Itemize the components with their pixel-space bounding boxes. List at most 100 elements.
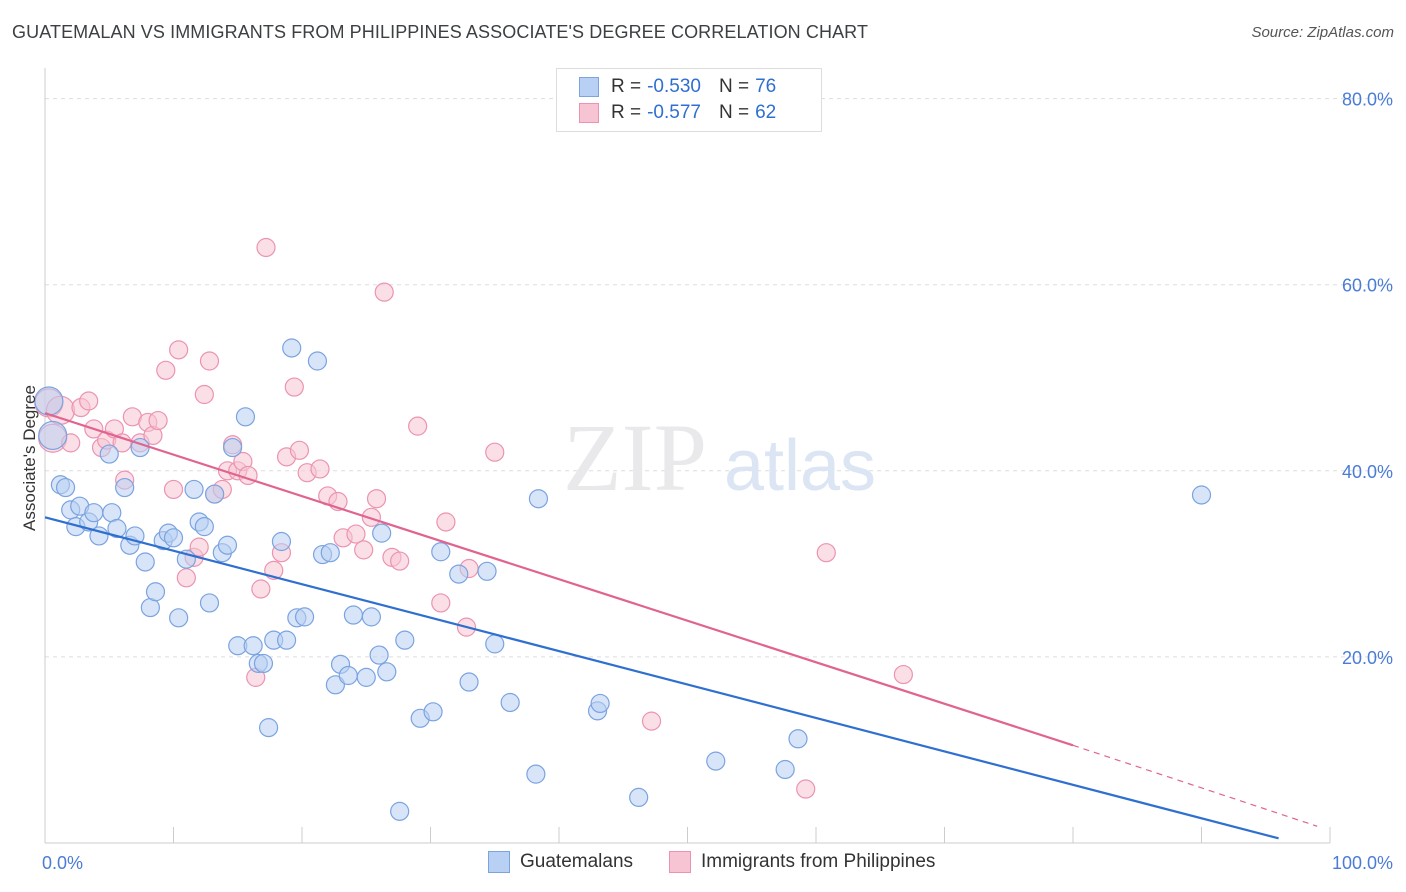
data-point-guatemalans: [194, 517, 214, 537]
data-point-guatemalans: [282, 338, 302, 358]
data-point-guatemalans: [115, 477, 135, 498]
data-point-guatemalans: [459, 672, 479, 692]
data-point-guatemalans: [338, 665, 358, 686]
x-tick-label: 0.0%: [42, 853, 83, 873]
data-point-guatemalans: [184, 479, 204, 500]
data-point-guatemalans: [325, 675, 346, 695]
data-point-guatemalans: [361, 607, 381, 627]
y-tick-label: 60.0%: [1342, 276, 1393, 296]
legend-r-value: -0.530: [647, 76, 701, 97]
data-point-guatemalans: [526, 764, 546, 784]
data-point-guatemalans: [223, 437, 243, 458]
data-point-guatemalans: [788, 729, 808, 749]
legend-r-label: R =: [611, 76, 642, 97]
data-point-philippines: [176, 568, 196, 588]
series-guatemalans-points: [34, 338, 1212, 821]
legend-n-value: 76: [755, 76, 777, 97]
trend-line-guatemalans: [44, 516, 1279, 840]
data-point-guatemalans: [372, 523, 392, 543]
grid-lines: [45, 98, 1392, 658]
data-point-guatemalans: [243, 636, 263, 656]
y-tick-label: 80.0%: [1342, 90, 1393, 110]
data-point-guatemalans: [145, 582, 166, 602]
trend-extension-philippines: [1072, 744, 1318, 827]
data-point-guatemalans: [307, 351, 328, 371]
data-point-philippines: [374, 282, 394, 302]
data-point-philippines: [148, 410, 168, 431]
trend-line-philippines: [44, 412, 1074, 747]
data-point-guatemalans: [477, 561, 497, 581]
legend-n-label: N =: [718, 76, 750, 97]
data-point-guatemalans: [55, 477, 76, 498]
data-point-philippines: [366, 489, 387, 509]
watermark-atlas: atlas: [724, 426, 876, 506]
data-point-guatemalans: [449, 564, 469, 584]
data-point-philippines: [816, 543, 836, 563]
data-point-philippines: [251, 579, 271, 599]
data-point-philippines: [436, 512, 456, 532]
watermark-zip: ZIP: [563, 404, 707, 511]
data-point-guatemalans: [271, 531, 292, 552]
data-point-guatemalans: [629, 787, 649, 808]
series-legend: Guatemalans Immigrants from Philippines: [0, 851, 1406, 877]
data-point-guatemalans: [706, 751, 726, 771]
legend-swatch-pink: [669, 851, 691, 873]
legend-label-philippines: Immigrants from Philippines: [701, 851, 936, 872]
data-point-guatemalans: [217, 535, 238, 555]
data-point-guatemalans: [485, 634, 505, 654]
data-point-philippines: [354, 540, 374, 560]
data-point-philippines: [289, 440, 310, 460]
legend-swatch-blue: [579, 77, 599, 97]
data-point-guatemalans: [169, 608, 189, 628]
data-point-philippines: [641, 711, 662, 731]
legend-n-label: N =: [718, 102, 750, 123]
data-point-guatemalans: [163, 528, 184, 548]
legend-r-value: -0.577: [647, 102, 701, 123]
data-point-guatemalans: [369, 645, 389, 665]
data-point-philippines: [284, 377, 304, 397]
trend-lines: [44, 412, 1318, 840]
data-point-guatemalans: [205, 484, 225, 504]
data-point-philippines: [346, 524, 366, 544]
legend-item-philippines: Immigrants from Philippines: [669, 851, 935, 873]
data-point-guatemalans: [99, 444, 119, 464]
data-point-guatemalans: [276, 630, 297, 650]
data-point-guatemalans: [34, 386, 64, 416]
data-point-guatemalans: [320, 543, 340, 563]
data-point-philippines: [79, 391, 99, 411]
legend-item-guatemalans: Guatemalans: [488, 851, 633, 873]
data-point-guatemalans: [377, 662, 397, 682]
legend-r-label: R =: [611, 102, 642, 123]
watermark: ZIP atlas: [563, 404, 876, 511]
y-tick-label: 40.0%: [1342, 462, 1393, 482]
data-point-guatemalans: [395, 630, 415, 650]
data-point-guatemalans: [258, 718, 279, 738]
data-point-guatemalans: [199, 593, 220, 613]
tick-labels: 20.0% 40.0% 60.0% 80.0% 0.0% 100.0%: [42, 90, 1393, 873]
data-point-philippines: [156, 360, 176, 380]
y-axis-label: Associate's Degree: [20, 385, 39, 531]
data-point-philippines: [485, 442, 505, 462]
axes: [44, 68, 1331, 844]
data-point-guatemalans: [294, 607, 315, 627]
data-point-philippines: [169, 340, 189, 360]
data-point-guatemalans: [356, 667, 376, 687]
data-point-guatemalans: [107, 518, 127, 539]
data-point-guatemalans: [431, 542, 451, 562]
data-point-guatemalans: [500, 692, 520, 713]
data-point-guatemalans: [84, 503, 104, 523]
data-point-philippines: [199, 351, 220, 371]
data-point-guatemalans: [343, 605, 363, 625]
data-point-philippines: [163, 479, 184, 500]
data-point-guatemalans: [38, 420, 68, 451]
data-point-philippines: [194, 384, 214, 405]
data-point-philippines: [361, 507, 381, 527]
data-point-guatemalans: [235, 407, 256, 427]
data-point-guatemalans: [590, 693, 610, 714]
data-point-philippines: [189, 537, 209, 557]
data-point-guatemalans: [390, 801, 410, 821]
data-point-philippines: [256, 237, 276, 258]
chart-title: GUATEMALAN VS IMMIGRANTS FROM PHILIPPINE…: [12, 22, 869, 42]
data-point-philippines: [390, 551, 410, 571]
